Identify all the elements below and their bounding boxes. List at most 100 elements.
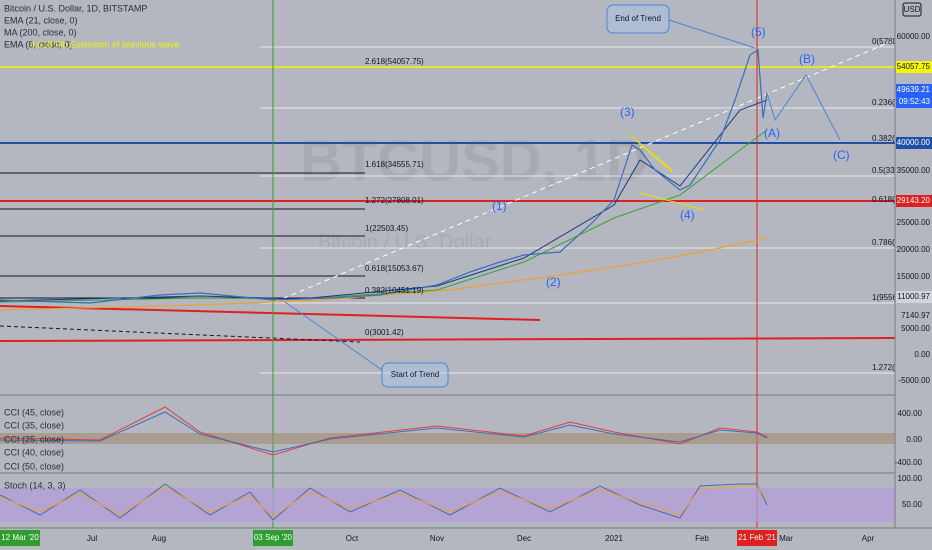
wave-label: (2) — [546, 275, 561, 289]
countdown: 09:52:43 — [899, 97, 931, 106]
tag-box — [896, 291, 932, 303]
time-label: Apr — [862, 534, 875, 543]
fib-label: 1.272(27808.01) — [365, 196, 424, 205]
fib-right-labels: 0(5780 0.236( 0.382( 0.5(33 0.618( 0.786… — [872, 37, 897, 372]
price-tag: 40000.00 — [897, 138, 931, 147]
price-tag: 11000.97 — [897, 292, 930, 301]
price-tag: 54057.75 — [897, 62, 931, 71]
time-label: Oct — [346, 534, 359, 543]
wave-label: (C) — [833, 148, 850, 162]
callout-end: End of Trend — [606, 4, 756, 49]
wave-label: (4) — [680, 208, 695, 222]
time-marker: 03 Sep '20 — [254, 533, 293, 542]
time-label: Mar — [779, 534, 793, 543]
watermark-name: Bitcoin / U.S. Dollar — [318, 231, 492, 253]
cci-label: 400.00 — [898, 409, 923, 418]
time-marker: 21 Feb '21 — [738, 533, 776, 542]
watermark-symbol: BTCUSD, 1D — [300, 128, 648, 193]
fib-label: 0.382( — [872, 134, 895, 143]
currency-box — [902, 2, 922, 17]
fib-label: 1.272( — [872, 363, 895, 372]
cci-legend: CCI (45, close) CCI (35, close) CCI (25,… — [4, 407, 64, 471]
time-label: Feb — [695, 534, 709, 543]
fib-lines — [0, 46, 895, 374]
legend: Bitcoin / U.S. Dollar, 1D, BITSTAMP EMA … — [4, 3, 180, 49]
fib-label: 0.236( — [872, 98, 895, 107]
cci-label: -400.00 — [895, 458, 923, 467]
ma-200 — [0, 237, 768, 311]
legend-item: CCI (35, close) — [4, 420, 64, 430]
stoch-band — [0, 488, 895, 522]
callout-pointer — [284, 301, 383, 371]
ema-21-green — [0, 129, 768, 303]
price-tag: 29143.20 — [897, 196, 931, 205]
legend-item: EMA (8, close, 0) — [4, 39, 73, 49]
callout-text: End of Trend — [615, 14, 661, 23]
cci-axis: 400.00 0.00 -400.00 — [895, 409, 923, 467]
wave-label: (3) — [620, 105, 635, 119]
tag-box — [896, 61, 932, 73]
cci-band — [0, 433, 895, 444]
wave-label: (B) — [799, 52, 815, 66]
fib-label: 0.786( — [872, 238, 895, 247]
cci-line — [0, 411, 768, 453]
stoch-label: 50.00 — [902, 500, 923, 509]
wave-labels: (1) (2) (3) (4) (5) (A) (B) (C) — [492, 25, 850, 289]
price-label: 0.00 — [914, 350, 930, 359]
currency: USD — [904, 5, 921, 14]
time-marker: 12 Mar '20 — [1, 533, 39, 542]
red-level — [0, 337, 896, 342]
time-label: Dec — [517, 534, 531, 543]
wedge-line — [629, 134, 673, 171]
legend-item: CCI (50, close) — [4, 461, 64, 471]
time-label: Jul — [87, 534, 97, 543]
price-series — [0, 48, 768, 304]
legend-item: Bitcoin / U.S. Dollar, 1D, BITSTAMP — [4, 3, 147, 13]
time-label: 2021 — [605, 534, 623, 543]
fib-label: 0(5780 — [872, 37, 897, 46]
cci-label: 0.00 — [906, 435, 922, 444]
price-label: -5000.00 — [898, 376, 930, 385]
fib-label: 0.618(15053.67) — [365, 264, 424, 273]
fib-label: 0.382(10451.19) — [365, 286, 424, 295]
callout-start: Start of Trend — [284, 301, 449, 388]
wave-label: (A) — [764, 126, 780, 140]
price-label: 20000.00 — [897, 245, 931, 254]
cci-line — [0, 406, 768, 456]
price-label: 60000.00 — [897, 32, 931, 41]
callout-box — [606, 4, 670, 34]
fib-label: 1.618(34555.71) — [365, 160, 424, 169]
tag-box — [896, 84, 932, 108]
callout-pointer — [668, 19, 756, 49]
price-tag: 49639.21 — [897, 85, 931, 94]
fib-label: 0(3001.42) — [365, 328, 404, 337]
white-trendline — [274, 39, 896, 303]
callout-text: Start of Trend — [391, 370, 439, 379]
fib-label: 2.618(54057.75) — [365, 57, 424, 66]
price-tags: 54057.75 49639.21 09:52:43 40000.00 2914… — [896, 61, 932, 303]
callout-box — [381, 362, 449, 388]
marker-box — [0, 530, 40, 546]
tag-box — [896, 137, 932, 149]
fib-label: 0.618( — [872, 195, 895, 204]
fib-label: 1(9556 — [872, 293, 897, 302]
projection — [766, 74, 841, 141]
wave-label: (1) — [492, 199, 507, 213]
stoch-k — [0, 483, 768, 521]
stoch-d — [0, 485, 768, 518]
price-label: 35000.00 — [897, 166, 931, 175]
time-axis: Jul Aug Oct Nov Dec 2021 Feb Mar Apr 12 … — [0, 530, 875, 546]
fib-label: 1(22503.45) — [365, 224, 408, 233]
legend-item: CCI (25, close) — [4, 434, 64, 444]
price-axis-labels: 60000.00 35000.00 25000.00 20000.00 1500… — [897, 32, 931, 385]
legend-item: CCI (45, close) — [4, 407, 64, 417]
wave-label: (5) — [751, 25, 766, 39]
price-label: 25000.00 — [897, 218, 931, 227]
legend-item: MA (200, close, 0) — [4, 27, 77, 37]
stoch-axis: 100.00 50.00 — [898, 474, 923, 509]
tag-box — [896, 195, 932, 207]
legend-item: CCI (40, close) — [4, 447, 64, 457]
